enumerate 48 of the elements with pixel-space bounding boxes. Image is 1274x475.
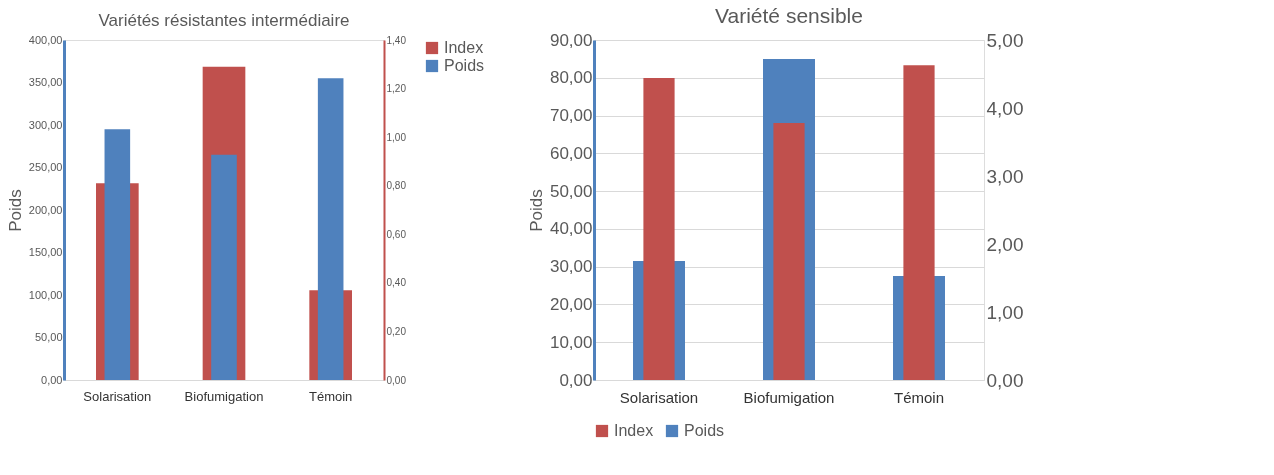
y-tick-label: 30,00 — [549, 257, 593, 277]
y-tick-label: 40,00 — [549, 219, 593, 239]
y2-tick-label: 2,00 — [986, 233, 1024, 255]
x-tick-label: Biofumigation — [743, 388, 835, 406]
y2-tick-label: 1,20 — [386, 83, 407, 95]
y2-tick-label: 1,00 — [986, 301, 1024, 323]
y-tick-label: 100,00 — [28, 288, 63, 301]
y-tick-label: 50,00 — [549, 181, 593, 201]
y-tick-label: 10,00 — [549, 332, 593, 352]
y-tick-label: 400,00 — [28, 33, 63, 46]
y-tick-label: 350,00 — [28, 76, 63, 88]
y-tick-label: 300,00 — [28, 118, 63, 131]
chart-title: Variétés résistantes intermédiaire — [98, 11, 350, 30]
y2-tick-label: 0,40 — [386, 277, 407, 289]
bar — [211, 154, 237, 380]
y2-tick-label: 1,40 — [386, 34, 407, 46]
y2-tick-label: 0,20 — [386, 325, 407, 337]
x-tick-label: Biofumigation — [184, 388, 264, 404]
y-tick-label: 90,00 — [549, 30, 593, 50]
y2-tick-label: 0,00 — [386, 374, 407, 386]
x-tick-label: Solarisation — [83, 388, 152, 404]
x-tick-label: Témoin — [893, 388, 945, 406]
y-tick-label: 200,00 — [28, 203, 63, 216]
y2-tick-label: 1,00 — [386, 131, 407, 143]
legend-label: Poids — [444, 57, 485, 74]
y2-tick-label: 0,60 — [386, 228, 407, 240]
legend-label: Poids — [684, 422, 725, 439]
y2-tick-label: 0,00 — [986, 369, 1024, 391]
y-tick-label: 250,00 — [28, 161, 63, 173]
y2-tick-label: 3,00 — [986, 165, 1024, 187]
y2-tick-label: 5,00 — [986, 29, 1024, 51]
chart-title: Variété sensible — [715, 4, 863, 27]
y-tick-label: 80,00 — [549, 68, 593, 88]
y-tick-label: 0,00 — [559, 370, 593, 390]
y-tick-label: 50,00 — [34, 331, 63, 343]
y2-tick-label: 0,80 — [386, 180, 407, 192]
y2-tick-label: 4,00 — [986, 97, 1024, 119]
y-tick-label: 0,00 — [41, 373, 63, 386]
y-tick-label: 70,00 — [549, 106, 593, 126]
y-axis-title: Poids — [526, 189, 546, 232]
y-tick-label: 150,00 — [28, 246, 63, 258]
y-tick-label: 60,00 — [549, 143, 593, 163]
y-axis-title: Poids — [5, 189, 25, 232]
legend-label: Index — [614, 422, 654, 439]
x-tick-label: Témoin — [308, 388, 353, 404]
legend-label: Index — [444, 39, 484, 56]
x-tick-label: Solarisation — [619, 388, 699, 406]
y-tick-label: 20,00 — [549, 294, 593, 314]
